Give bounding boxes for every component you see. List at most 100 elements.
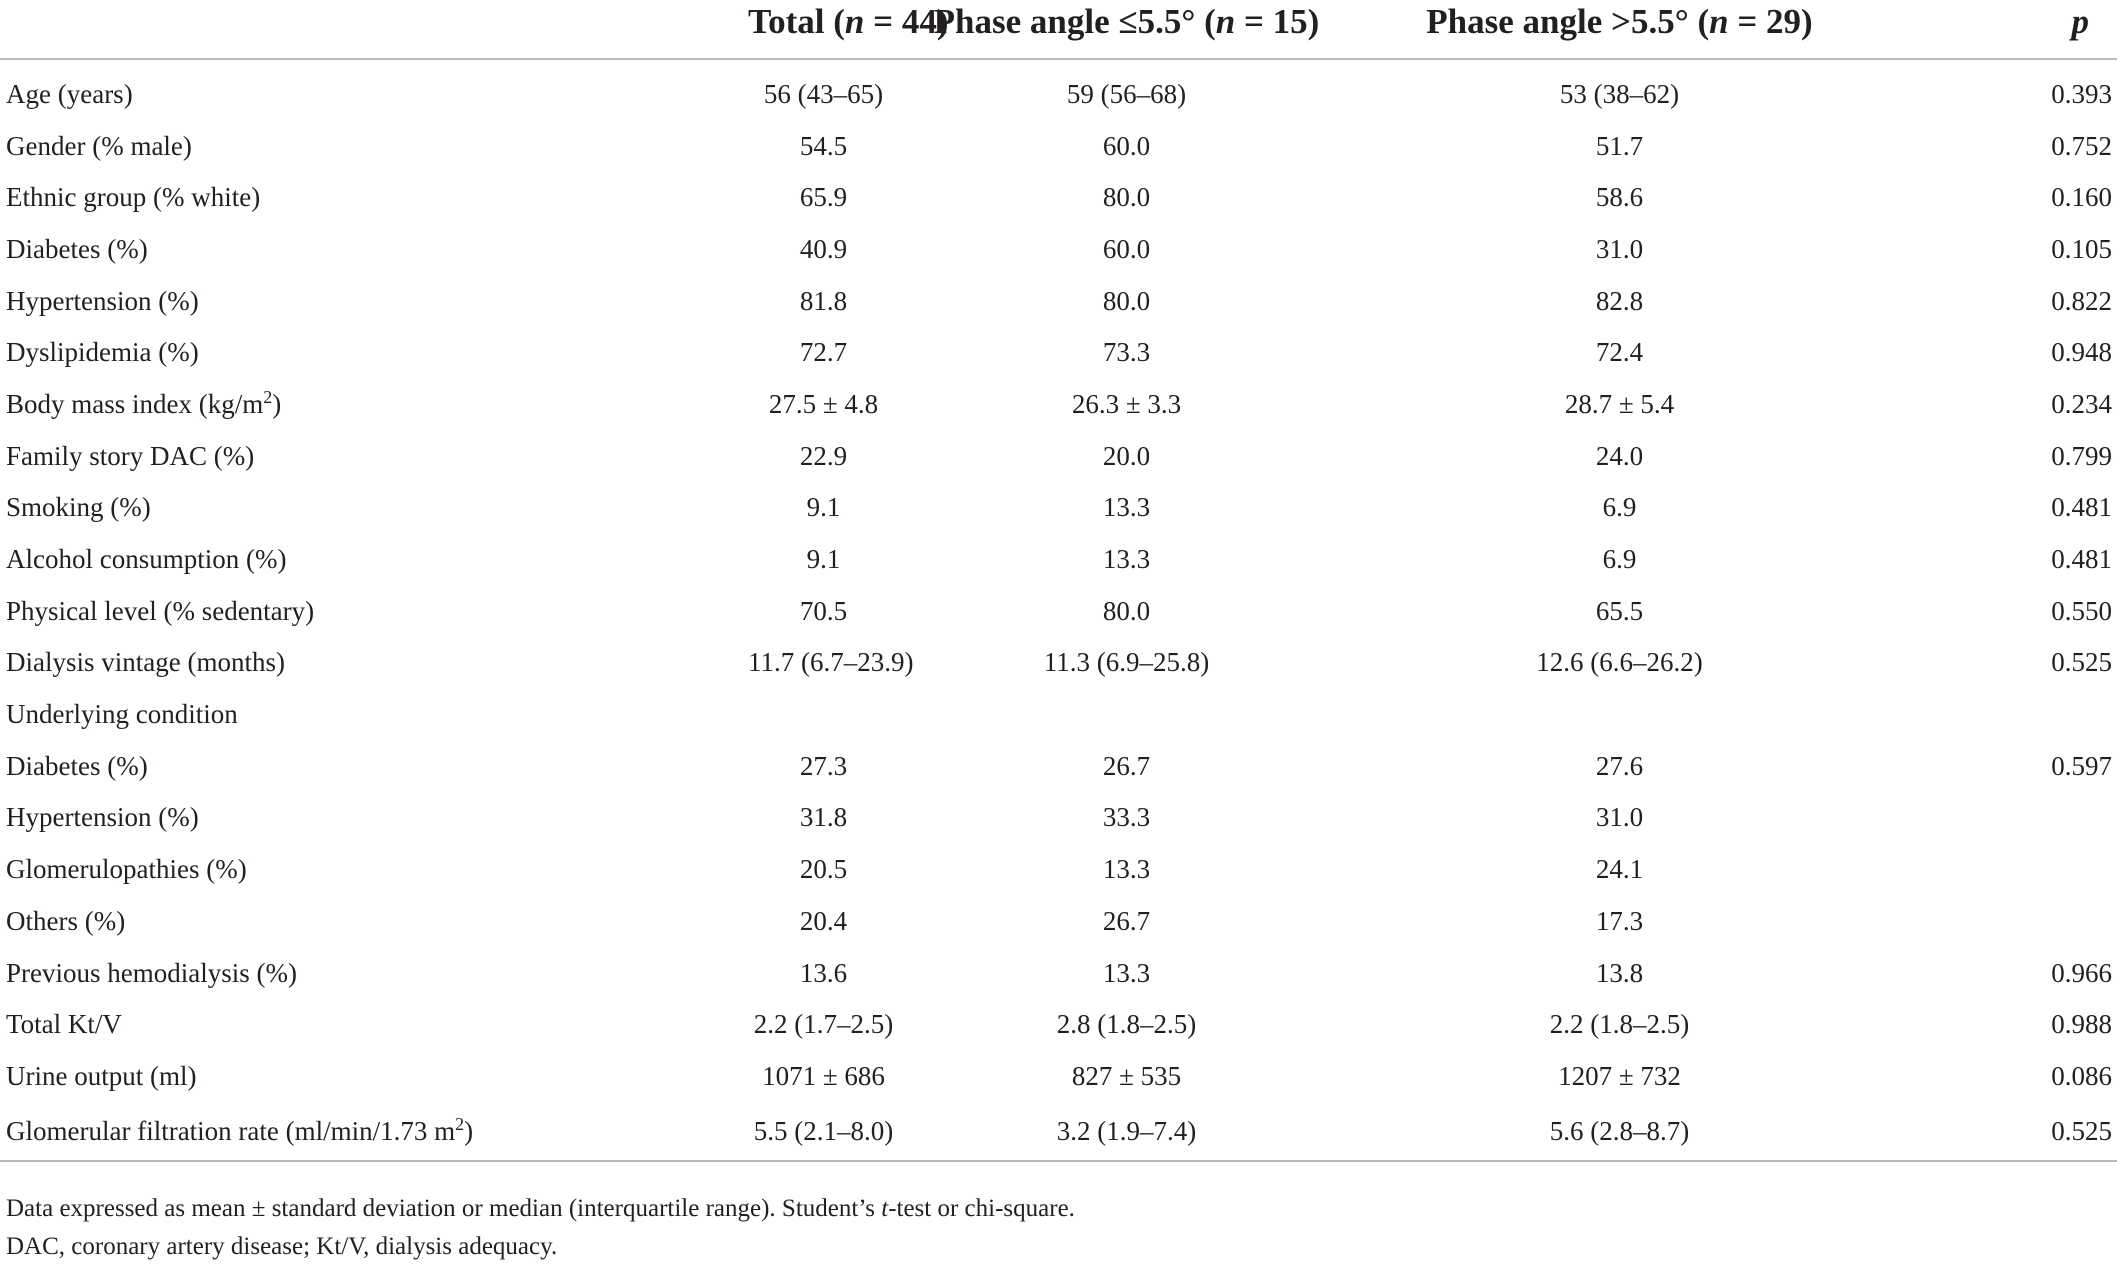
cell-total: 70.5 bbox=[799, 595, 848, 626]
cell-p-value: 0.481 bbox=[2051, 492, 2112, 523]
cell-p-value bbox=[1865, 895, 2117, 947]
table-row: Others (%) 20.4 26.7 17.3 bbox=[0, 895, 2117, 947]
cell-phase-angle-low: 11.3 (6.9–25.8) bbox=[1043, 647, 1210, 678]
cell-p-value: 0.525 bbox=[2051, 647, 2112, 678]
cell-phase-angle-low: 13.3 bbox=[1102, 957, 1151, 988]
cell-total: 9.1 bbox=[806, 492, 841, 523]
footnote-line-2: DAC, coronary artery disease; Kt/V, dial… bbox=[6, 1233, 558, 1260]
cell-phase-angle-low: 13.3 bbox=[1102, 492, 1151, 523]
cell-total: 72.7 bbox=[799, 337, 848, 368]
cell-p-value: 0.988 bbox=[2051, 1009, 2112, 1040]
cell-p-value: 0.393 bbox=[2051, 78, 2112, 109]
header-row: Total (n = 44) Phase angle ≤5.5° (n = 15… bbox=[0, 0, 2117, 60]
cell-phase-angle-high: 31.0 bbox=[1595, 233, 1644, 264]
cell-total: 27.3 bbox=[799, 750, 848, 781]
cell-phase-angle-high: 28.7 ± 5.4 bbox=[1564, 388, 1675, 419]
cell-total: 65.9 bbox=[799, 182, 848, 213]
characteristics-table-container: Total (n = 44) Phase angle ≤5.5° (n = 15… bbox=[0, 0, 2117, 1162]
cell-p-value: 0.966 bbox=[2051, 957, 2112, 988]
table-row: Age (years) 56 (43–65) 59 (56–68) 53 (38–62… bbox=[0, 59, 2117, 120]
table-header: Total (n = 44) Phase angle ≤5.5° (n = 15… bbox=[0, 0, 2117, 60]
cell-phase-angle-high: 27.6 bbox=[1595, 750, 1644, 781]
table-row: Physical level (% sedentary) 70.5 80.0 65.5… bbox=[0, 585, 2117, 637]
table-row: Dyslipidemia (%) 72.7 73.3 72.4 0.948 bbox=[0, 326, 2117, 378]
cell-p-value: 0.481 bbox=[2051, 544, 2112, 575]
row-label: Previous hemodialysis (%) bbox=[6, 957, 297, 988]
cell-phase-angle-high: 6.9 bbox=[1602, 544, 1637, 575]
cell-phase-angle-high: 6.9 bbox=[1602, 492, 1637, 523]
cell-total: 31.8 bbox=[799, 802, 848, 833]
cell-phase-angle-low: 60.0 bbox=[1102, 130, 1151, 161]
cell-phase-angle-high: 5.6 (2.8–8.7) bbox=[1324, 1101, 1865, 1162]
cell-phase-angle-low: 20.0 bbox=[1102, 440, 1151, 471]
row-label: Hypertension (%) bbox=[6, 285, 199, 316]
table-row: Alcohol consumption (%) 9.1 13.3 6.9 0.481 bbox=[0, 533, 2117, 585]
cell-phase-angle-high: 51.7 bbox=[1595, 130, 1644, 161]
cell-phase-angle-low: 60.0 bbox=[1102, 233, 1151, 264]
cell-total: 9.1 bbox=[806, 544, 841, 575]
cell-p-value: 0.160 bbox=[2051, 182, 2112, 213]
cell-total: 2.2 (1.7–2.5) bbox=[753, 1009, 894, 1040]
row-label: Hypertension (%) bbox=[6, 802, 199, 833]
cell-total: 5.5 (2.1–8.0) bbox=[600, 1101, 899, 1162]
row-label: Body mass index (kg/m2) bbox=[6, 386, 282, 419]
row-label: Glomerular filtration rate (ml/min/1.73 … bbox=[0, 1101, 600, 1162]
cell-phase-angle-low: 26.7 bbox=[1102, 750, 1151, 781]
cell-phase-angle-high: 82.8 bbox=[1595, 285, 1644, 316]
cell-total: 27.5 ± 4.8 bbox=[768, 388, 879, 419]
cell-total: 54.5 bbox=[799, 130, 848, 161]
cell-phase-angle-high: 2.2 (1.8–2.5) bbox=[1549, 1009, 1690, 1040]
row-label: Ethnic group (% white) bbox=[6, 182, 261, 213]
cell-phase-angle-high: 1207 ± 732 bbox=[1558, 1060, 1681, 1091]
table-row: Dialysis vintage (months) 11.7 (6.7–23.9)… bbox=[0, 637, 2117, 689]
cell-p-value: 0.234 bbox=[2051, 388, 2112, 419]
row-label: Family story DAC (%) bbox=[6, 440, 255, 471]
cell-p-value: 0.597 bbox=[2051, 750, 2112, 781]
cell-phase-angle-high: 13.8 bbox=[1595, 957, 1644, 988]
row-label: Smoking (%) bbox=[6, 492, 151, 523]
cell-total: 81.8 bbox=[799, 285, 848, 316]
row-label: Dialysis vintage (months) bbox=[6, 647, 285, 678]
cell-p-value bbox=[1865, 843, 2117, 895]
characteristics-table: Total (n = 44) Phase angle ≤5.5° (n = 15… bbox=[0, 0, 2117, 1162]
table-footnotes: Data expressed as mean ± standard deviat… bbox=[6, 1190, 1075, 1266]
row-label: Others (%) bbox=[6, 905, 126, 936]
cell-total: 20.4 bbox=[799, 905, 848, 936]
table-row: Hypertension (%) 31.8 33.3 31.0 bbox=[0, 792, 2117, 844]
cell-phase-angle-low: 3.2 (1.9–7.4) bbox=[899, 1101, 1324, 1162]
cell-phase-angle-high: 17.3 bbox=[1595, 905, 1644, 936]
cell-phase-angle-low: 13.3 bbox=[1102, 854, 1151, 885]
cell-phase-angle-low: 2.8 (1.8–2.5) bbox=[1056, 1009, 1197, 1040]
cell-phase-angle-low: 827 ± 535 bbox=[1071, 1060, 1182, 1091]
cell-total: 1071 ± 686 bbox=[762, 1060, 885, 1091]
table-body: Age (years) 56 (43–65) 59 (56–68) 53 (38–62… bbox=[0, 59, 2117, 1162]
cell-phase-angle-high: 58.6 bbox=[1595, 182, 1644, 213]
cell-total: 22.9 bbox=[799, 440, 848, 471]
cell-p-value: 0.550 bbox=[2051, 595, 2112, 626]
row-label: Urine output (ml) bbox=[6, 1060, 197, 1091]
table-row: Previous hemodialysis (%) 13.6 13.3 13.8 0.9… bbox=[0, 947, 2117, 999]
table-row: Smoking (%) 9.1 13.3 6.9 0.481 bbox=[0, 482, 2117, 534]
table-row: Underlying condition bbox=[0, 688, 2117, 740]
cell-phase-angle-high: 72.4 bbox=[1595, 337, 1644, 368]
cell-phase-angle-high: 53 (38–62) bbox=[1559, 78, 1680, 109]
table-row: Diabetes (%) 27.3 26.7 27.6 0.597 bbox=[0, 740, 2117, 792]
table-row: Hypertension (%) 81.8 80.0 82.8 0.822 bbox=[0, 275, 2117, 327]
cell-phase-angle-low: 80.0 bbox=[1102, 595, 1151, 626]
cell-phase-angle-high: 12.6 (6.6–26.2) bbox=[1536, 647, 1703, 678]
footnote-line-1: Data expressed as mean ± standard deviat… bbox=[6, 1195, 1075, 1222]
header-phase-angle-high: Phase angle >5.5° (n = 29) bbox=[1324, 0, 1865, 60]
cell-phase-angle-high: 24.1 bbox=[1595, 854, 1644, 885]
table-row: Body mass index (kg/m2) 27.5 ± 4.8 26.3 ± … bbox=[0, 378, 2117, 430]
cell-phase-angle-low: 26.7 bbox=[1102, 905, 1151, 936]
cell-total: 56 (43–65) bbox=[763, 78, 884, 109]
row-label: Age (years) bbox=[6, 78, 133, 109]
cell-p-value bbox=[1865, 688, 2117, 740]
cell-phase-angle-low: 26.3 ± 3.3 bbox=[1071, 388, 1182, 419]
cell-phase-angle-low: 13.3 bbox=[1102, 544, 1151, 575]
cell-phase-angle-low bbox=[899, 688, 1324, 740]
table-row: Family story DAC (%) 22.9 20.0 24.0 0.799 bbox=[0, 430, 2117, 482]
cell-p-value: 0.822 bbox=[2051, 285, 2112, 316]
cell-phase-angle-low: 59 (56–68) bbox=[1066, 78, 1187, 109]
cell-p-value: 0.948 bbox=[2051, 337, 2112, 368]
